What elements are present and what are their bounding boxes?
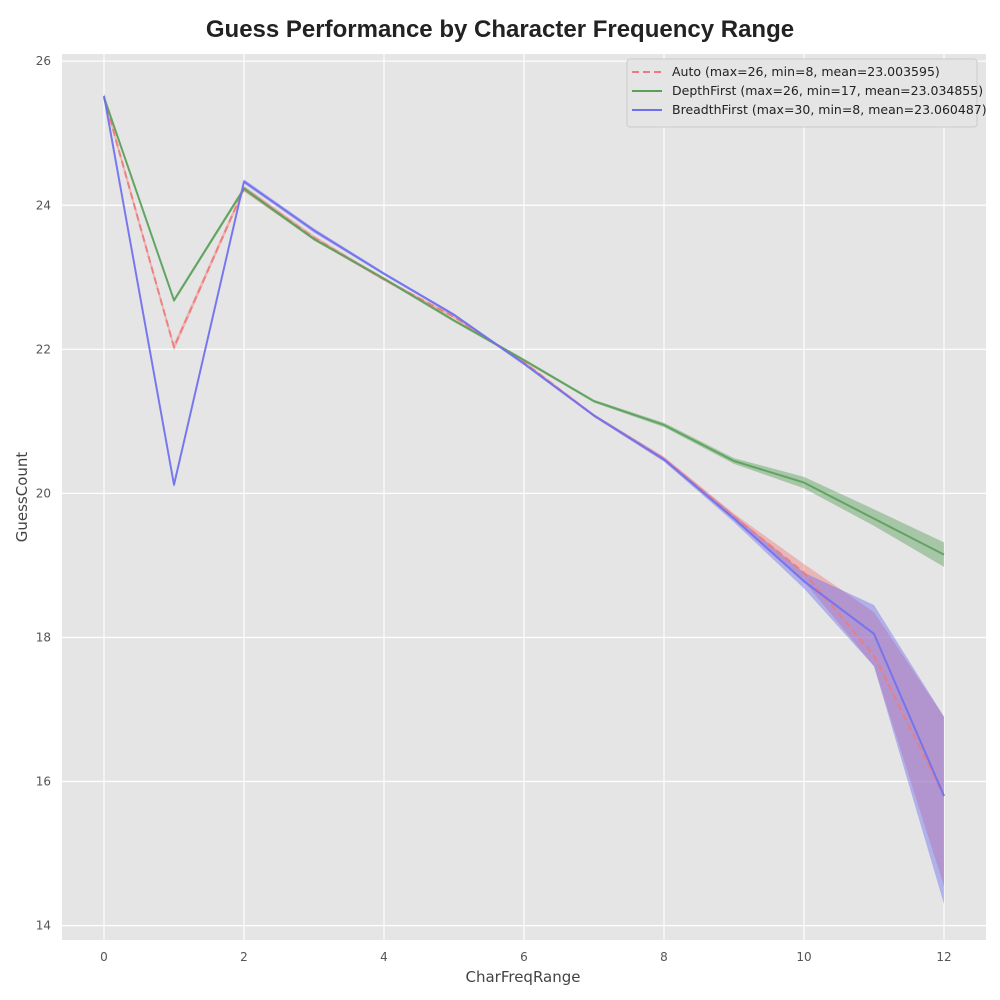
x-tick-label: 10 [796, 950, 811, 964]
x-tick-labels: 0 2 4 6 8 10 12 [100, 950, 951, 964]
x-tick-label: 8 [660, 950, 668, 964]
y-tick-label: 16 [36, 775, 51, 789]
legend: Auto (max=26, min=8, mean=23.003595) Dept… [626, 58, 987, 128]
x-axis-label: CharFreqRange [465, 968, 580, 986]
series-lines [103, 95, 945, 797]
y-tick-label: 18 [36, 630, 51, 644]
legend-label-2: BreadthFirst (max=30, min=8, mean=23.060… [672, 102, 987, 117]
series-line-2 [103, 95, 945, 797]
legend-label-0: Auto (max=26, min=8, mean=23.003595) [672, 64, 940, 79]
grid-lines [62, 54, 986, 940]
y-tick-label: 22 [36, 342, 51, 356]
x-tick-label: 12 [936, 950, 951, 964]
chart-title: Guess Performance by Character Frequency… [206, 16, 794, 43]
y-tick-label: 24 [36, 198, 51, 212]
legend-label-1: DepthFirst (max=26, min=17, mean=23.0348… [672, 83, 983, 98]
y-axis-label: GuessCount [13, 452, 31, 543]
x-tick-label: 2 [240, 950, 248, 964]
y-tick-label: 14 [36, 919, 51, 933]
y-tick-labels: 14 16 18 20 22 24 26 [36, 54, 51, 932]
x-tick-label: 4 [380, 950, 388, 964]
y-tick-label: 26 [36, 54, 51, 68]
legend-box [626, 58, 978, 128]
series-line-1 [103, 96, 945, 556]
y-tick-label: 20 [36, 486, 51, 500]
x-tick-label: 6 [520, 950, 528, 964]
x-tick-label: 0 [100, 950, 108, 964]
